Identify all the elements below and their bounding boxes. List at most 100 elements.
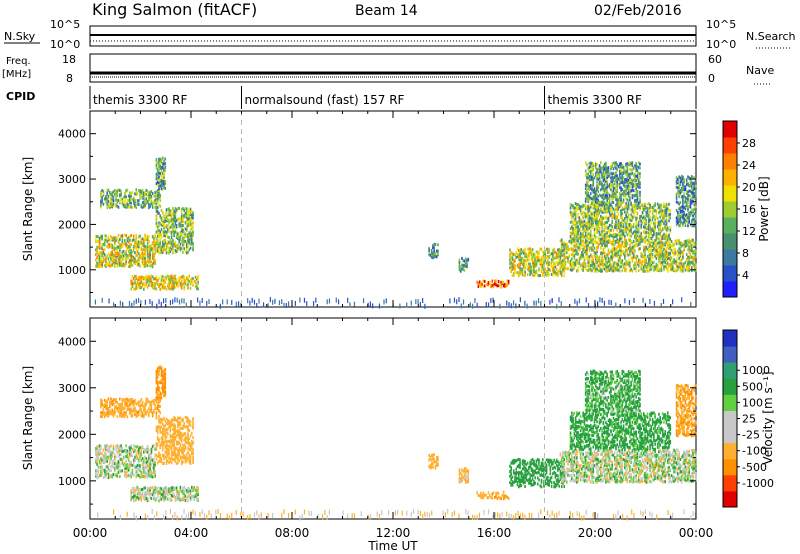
- echo-cell: [574, 258, 577, 262]
- echo-cell: [516, 271, 519, 275]
- echo-cell: [571, 237, 573, 241]
- echo-cell: [180, 216, 183, 220]
- echo-cell: [611, 190, 614, 194]
- echo-cell: [116, 463, 119, 467]
- echo-cell: [335, 297, 337, 303]
- echo-cell: [645, 238, 648, 242]
- echo-cell: [168, 209, 170, 213]
- echo-cell: [571, 257, 573, 261]
- echo-cell: [113, 259, 116, 263]
- echo-cell: [622, 228, 625, 232]
- echo-cell: [110, 243, 112, 247]
- echo-cell: [174, 281, 177, 285]
- echo-cell: [156, 234, 159, 238]
- echo-cell: [629, 217, 631, 221]
- echo-cell: [684, 213, 687, 217]
- echo-cell: [649, 268, 651, 272]
- echo-cell: [175, 250, 178, 254]
- echo-cell: [306, 301, 308, 307]
- echo-cell: [675, 251, 678, 255]
- echo-cell: [98, 461, 101, 465]
- echo-cell: [596, 261, 598, 265]
- echo-cell: [100, 471, 102, 475]
- echo-cell: [685, 201, 688, 205]
- echo-cell: [568, 239, 571, 243]
- echo-cell: [668, 237, 670, 241]
- echo-cell: [588, 266, 591, 270]
- echo-cell: [593, 190, 596, 194]
- echo-cell: [615, 223, 617, 227]
- echo-cell: [187, 286, 189, 290]
- echo-cell: [141, 473, 144, 477]
- echo-cell: [106, 240, 109, 244]
- echo-cell: [603, 257, 606, 261]
- echo-cell: [689, 260, 692, 264]
- echo-cell: [631, 249, 634, 253]
- echo-cell: [497, 512, 499, 518]
- echo-cell: [661, 219, 664, 223]
- echo-cell: [613, 243, 616, 247]
- echo-cell: [654, 219, 656, 223]
- echo-cell: [626, 226, 629, 230]
- echo-cell: [478, 283, 481, 287]
- echo-cell: [582, 247, 584, 251]
- echo-cell: [149, 250, 151, 254]
- echo-cell: [692, 210, 694, 214]
- echo-cell: [617, 240, 620, 244]
- echo-cell: [602, 223, 605, 227]
- echo-cell: [514, 270, 516, 274]
- echo-cell: [636, 238, 639, 242]
- cpid-segment-name: themis 3300 RF: [548, 93, 642, 107]
- echo-cell: [602, 251, 605, 255]
- echo-cell: [679, 215, 682, 219]
- echo-cell: [693, 191, 696, 195]
- echo-cell: [141, 241, 144, 245]
- echo-cell: [172, 284, 174, 288]
- echo-cell: [648, 235, 650, 239]
- echo-cell: [669, 257, 672, 261]
- echo-cell: [587, 255, 590, 259]
- echo-cell: [564, 245, 567, 249]
- echo-cell: [559, 272, 562, 276]
- echo-cell: [600, 267, 602, 271]
- echo-cell: [588, 241, 591, 245]
- echo-cell: [119, 475, 121, 479]
- echo-cell: [135, 452, 138, 456]
- echo-cell: [125, 463, 127, 467]
- echo-cell: [151, 301, 153, 307]
- echo-cell: [175, 279, 178, 283]
- echo-cell: [434, 252, 437, 256]
- echo-cell: [512, 265, 515, 269]
- echo-cell: [584, 228, 587, 232]
- echo-cell: [563, 240, 566, 244]
- echo-cell: [131, 302, 133, 308]
- echo-cell: [95, 450, 97, 454]
- echo-cell: [693, 183, 696, 187]
- echo-cell: [167, 250, 169, 254]
- echo-cell: [132, 249, 135, 253]
- echo-cell: [163, 234, 165, 238]
- echo-cell: [117, 257, 120, 261]
- echo-cell: [189, 286, 192, 290]
- echo-cell: [684, 188, 687, 192]
- echo-cell: [237, 301, 240, 307]
- echo-cell: [675, 265, 678, 269]
- echo-cell: [189, 234, 192, 238]
- echo-cell: [105, 446, 107, 450]
- echo-cell: [121, 262, 124, 266]
- echo-cell: [155, 237, 158, 241]
- echo-cell: [669, 251, 672, 255]
- echo-cell: [160, 280, 163, 284]
- echo-cell: [616, 251, 619, 255]
- echo-cell: [529, 262, 531, 266]
- echo-cell: [674, 251, 677, 255]
- echo-cell: [658, 220, 660, 224]
- echo-cell: [155, 241, 158, 245]
- echo-cell: [632, 253, 635, 257]
- echo-cell: [670, 244, 673, 248]
- echo-cell: [621, 229, 624, 233]
- echo-cell: [219, 303, 221, 309]
- echo-cell: [687, 243, 689, 247]
- echo-cell: [137, 460, 140, 464]
- echo-cell: [595, 226, 597, 230]
